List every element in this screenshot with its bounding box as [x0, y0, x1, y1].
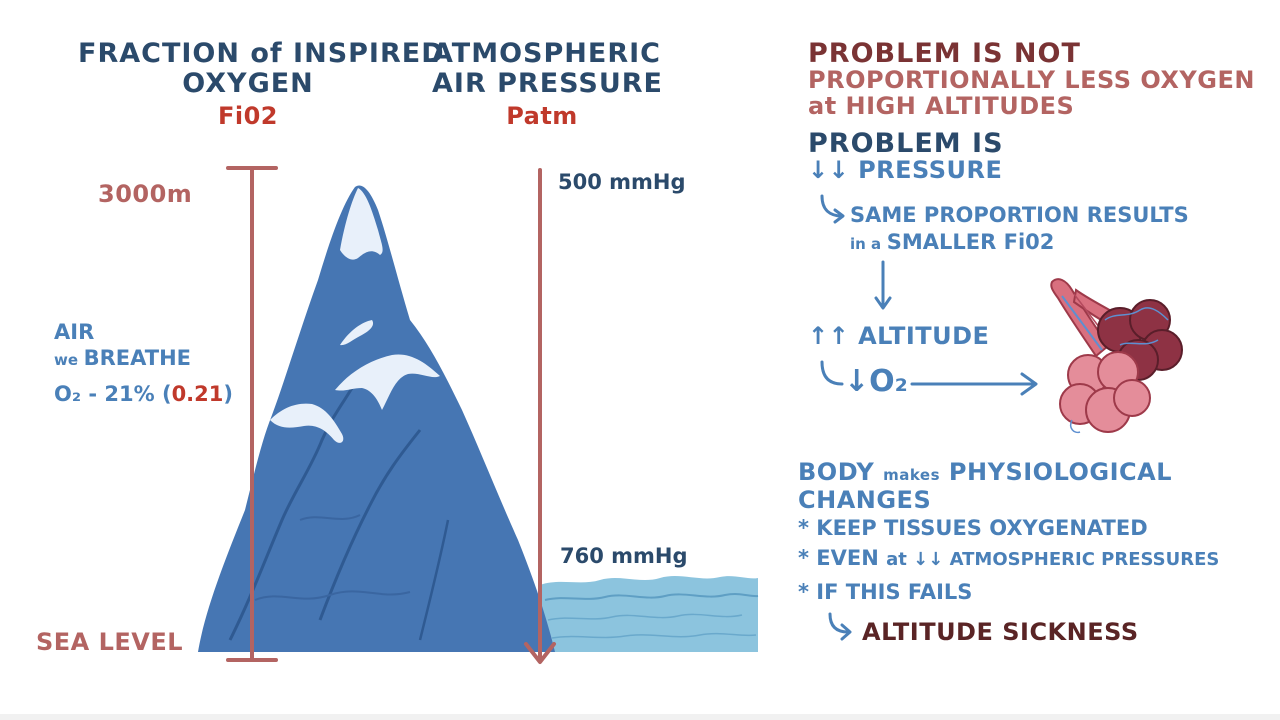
same-proportion-line2: in a SMALLER Fi02: [850, 230, 1054, 254]
same-proportion-line1: SAME PROPORTION RESULTS: [850, 203, 1189, 227]
flow-arrows: [820, 194, 1038, 641]
bullet-if-fails: * IF THIS FAILS: [798, 580, 972, 604]
body-makes: makes: [883, 466, 941, 484]
o2-formula-prefix: O₂ - 21% (: [54, 382, 172, 406]
same-proportion-in-a: in a: [850, 235, 882, 253]
down-arrows-icon: ↓↓: [808, 156, 850, 184]
body-line2: CHANGES: [798, 486, 932, 514]
altitude-sickness-label: ALTITUDE SICKNESS: [862, 618, 1139, 646]
fio2-symbol: Fi02: [217, 102, 279, 130]
air-we-breathe: we BREATHE: [54, 346, 191, 370]
sea-level-label: SEA LEVEL: [36, 628, 184, 656]
o2-formula: O₂ - 21% (0.21): [54, 382, 233, 406]
altitude-line: ↑↑ ALTITUDE: [808, 322, 989, 350]
pressure-bottom-label: 760 mmHg: [560, 544, 688, 568]
patm-title-line2: AIR PRESSURE: [432, 68, 663, 99]
problem-not-line2: PROPORTIONALLY LESS OXYGEN: [808, 66, 1255, 94]
patm-symbol: Patm: [506, 102, 578, 130]
pressure-top-label: 500 mmHg: [558, 170, 686, 194]
air-we: we: [54, 351, 79, 369]
bullet2-rest: at ↓↓ ATMOSPHERIC PRESSURES: [886, 549, 1220, 570]
up-arrows-icon: ↑↑: [808, 322, 850, 350]
alveoli-illustration: [1050, 278, 1183, 434]
pressure-arrow: [524, 168, 556, 664]
body-physiological: PHYSIOLOGICAL: [948, 458, 1173, 486]
bullet3-text: IF THIS FAILS: [816, 580, 973, 604]
problem-not-heading: PROBLEM IS NOT: [808, 38, 1081, 69]
bullet-star-icon: *: [798, 546, 809, 570]
fio2-title-line2: OXYGEN: [182, 68, 314, 99]
body-line1: BODY makes PHYSIOLOGICAL: [798, 458, 1172, 486]
fio2-title-line1: FRACTION of INSPIRED: [78, 38, 445, 69]
sea-water: [540, 576, 759, 652]
pressure-label: PRESSURE: [858, 156, 1003, 184]
same-proportion-smaller: SMALLER Fi02: [886, 230, 1055, 254]
bullet2-even: EVEN: [816, 546, 879, 570]
o2-fraction: 0.21: [171, 382, 224, 406]
bottom-divider: [0, 714, 1280, 720]
bullet-even-at: * EVEN at ↓↓ ATMOSPHERIC PRESSURES: [798, 546, 1219, 570]
pressure-line: ↓↓ PRESSURE: [808, 156, 1002, 184]
air-label: AIR: [54, 320, 95, 344]
patm-title-line1: ATMOSPHERIC: [432, 38, 661, 69]
bullet-star-icon: *: [798, 516, 809, 540]
altitude-label: ALTITUDE: [858, 322, 990, 350]
o2-down-label: ↓O₂: [844, 364, 908, 399]
bullet-star-icon: *: [798, 580, 809, 604]
problem-not-line3: at HIGH ALTITUDES: [808, 92, 1075, 120]
bullet1-text: KEEP TISSUES OXYGENATED: [816, 516, 1148, 540]
body-word: BODY: [798, 458, 875, 486]
o2-formula-suffix: ): [223, 382, 233, 406]
altitude-top-label: 3000m: [98, 180, 193, 208]
mountain-illustration: [198, 185, 555, 652]
problem-is-heading: PROBLEM IS: [808, 128, 1004, 159]
altitude-scale: [226, 166, 278, 662]
air-breathe: BREATHE: [83, 346, 191, 370]
bullet-keep-tissues: * KEEP TISSUES OXYGENATED: [798, 516, 1148, 540]
